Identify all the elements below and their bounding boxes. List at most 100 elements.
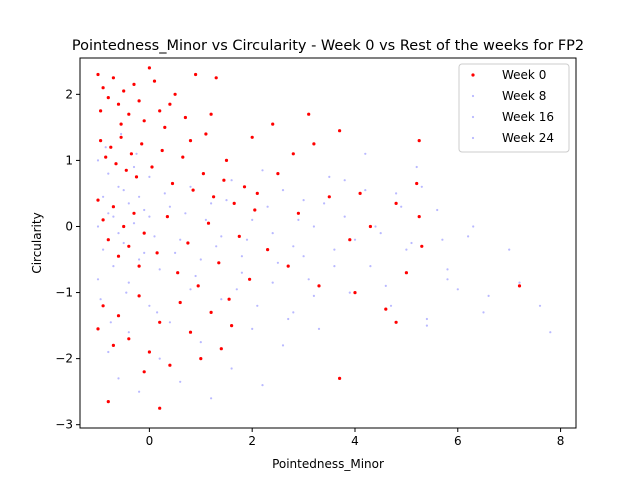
data-point-week-0 [353,291,357,295]
x-tick-label: 2 [248,434,256,448]
data-point-week-0 [168,102,172,106]
data-point-week-24 [240,255,243,258]
data-point-week-0 [271,122,275,126]
data-point-week-16 [276,261,279,264]
data-point-week-0 [147,350,151,354]
data-point-week-0 [155,251,159,255]
series-week-0 [96,66,522,410]
data-point-week-0 [232,201,236,205]
data-point-week-0 [137,294,141,298]
data-point-week-0 [338,376,342,380]
data-point-week-8 [179,380,182,383]
data-point-week-0 [109,145,113,149]
data-point-week-24 [127,281,130,284]
data-point-week-0 [160,148,164,153]
data-point-week-8 [189,288,192,291]
data-point-week-0 [358,191,362,195]
data-point-week-8 [374,225,377,228]
data-point-week-0 [127,112,131,116]
data-point-week-0 [122,89,126,93]
data-point-week-16 [96,159,100,162]
data-point-week-8 [281,344,285,347]
data-point-week-0 [142,119,146,123]
data-point-week-16 [287,317,290,321]
data-point-week-16 [117,185,120,188]
x-tick-label: 0 [146,434,154,448]
data-point-week-0 [327,195,331,199]
data-point-week-8 [107,350,110,354]
data-point-week-0 [219,347,223,351]
data-point-week-8 [148,304,151,307]
data-point-week-0 [116,254,121,258]
data-point-week-0 [191,188,195,192]
y-tick-label: −3 [55,418,73,432]
data-point-week-8 [446,268,449,271]
data-point-week-16 [156,311,159,314]
data-point-week-0 [196,284,200,288]
data-point-week-0 [116,102,121,106]
data-point-week-8 [251,327,254,330]
data-point-week-16 [235,288,238,291]
data-point-week-16 [225,199,228,202]
data-point-week-0 [404,271,408,275]
data-point-week-24 [135,152,138,155]
data-point-week-0 [99,109,103,113]
data-point-week-24 [112,265,115,268]
data-point-week-0 [101,218,105,222]
data-point-week-0 [111,343,115,347]
legend-marker [471,73,475,77]
data-point-week-0 [122,224,126,229]
data-point-week-0 [176,271,180,275]
data-point-week-0 [201,172,205,176]
data-point-week-16 [127,202,130,205]
legend-frame [458,63,570,153]
data-point-week-8 [425,317,428,321]
data-point-week-16 [132,165,136,169]
series-week-16 [96,159,485,330]
data-point-week-0 [158,406,162,410]
data-point-week-0 [317,284,321,288]
legend-label: Week 24 [502,131,554,145]
data-point-week-24 [148,215,151,218]
data-point-week-0 [111,76,115,80]
data-point-week-24 [302,199,305,202]
data-point-week-8 [117,377,120,380]
data-point-week-24 [292,245,295,248]
data-point-week-24 [102,248,105,251]
data-point-week-0 [253,208,257,212]
series-week-8 [96,152,542,400]
legend-marker [471,94,475,98]
data-point-week-0 [111,205,115,209]
data-point-week-0 [255,191,259,195]
data-point-week-24 [472,225,475,228]
data-point-week-0 [99,139,103,143]
data-point-week-16 [174,251,177,254]
data-point-week-0 [158,320,162,324]
legend-label: Week 16 [502,110,554,124]
data-point-week-0 [124,168,128,172]
data-point-week-16 [204,218,207,221]
data-point-week-8 [292,311,295,314]
x-axis-label: Pointedness_Minor [272,457,384,471]
data-point-week-0 [116,314,121,318]
data-point-week-16 [348,291,351,294]
data-point-week-8 [364,152,367,155]
data-point-week-24 [251,218,254,221]
data-point-week-0 [106,96,110,100]
data-point-week-24 [107,212,110,215]
data-point-week-24 [122,189,125,192]
data-point-week-8 [96,278,100,281]
data-point-week-0 [163,125,167,129]
data-point-week-8 [323,202,326,205]
data-point-week-0 [248,277,252,281]
data-point-week-0 [152,79,157,83]
data-point-week-0 [394,201,398,205]
data-point-week-24 [328,175,331,178]
data-point-week-16 [446,278,449,281]
data-point-week-0 [140,142,144,146]
data-point-week-0 [384,307,388,311]
data-point-week-24 [120,132,123,136]
data-point-week-0 [204,132,208,136]
legend-label: Week 0 [502,68,546,82]
